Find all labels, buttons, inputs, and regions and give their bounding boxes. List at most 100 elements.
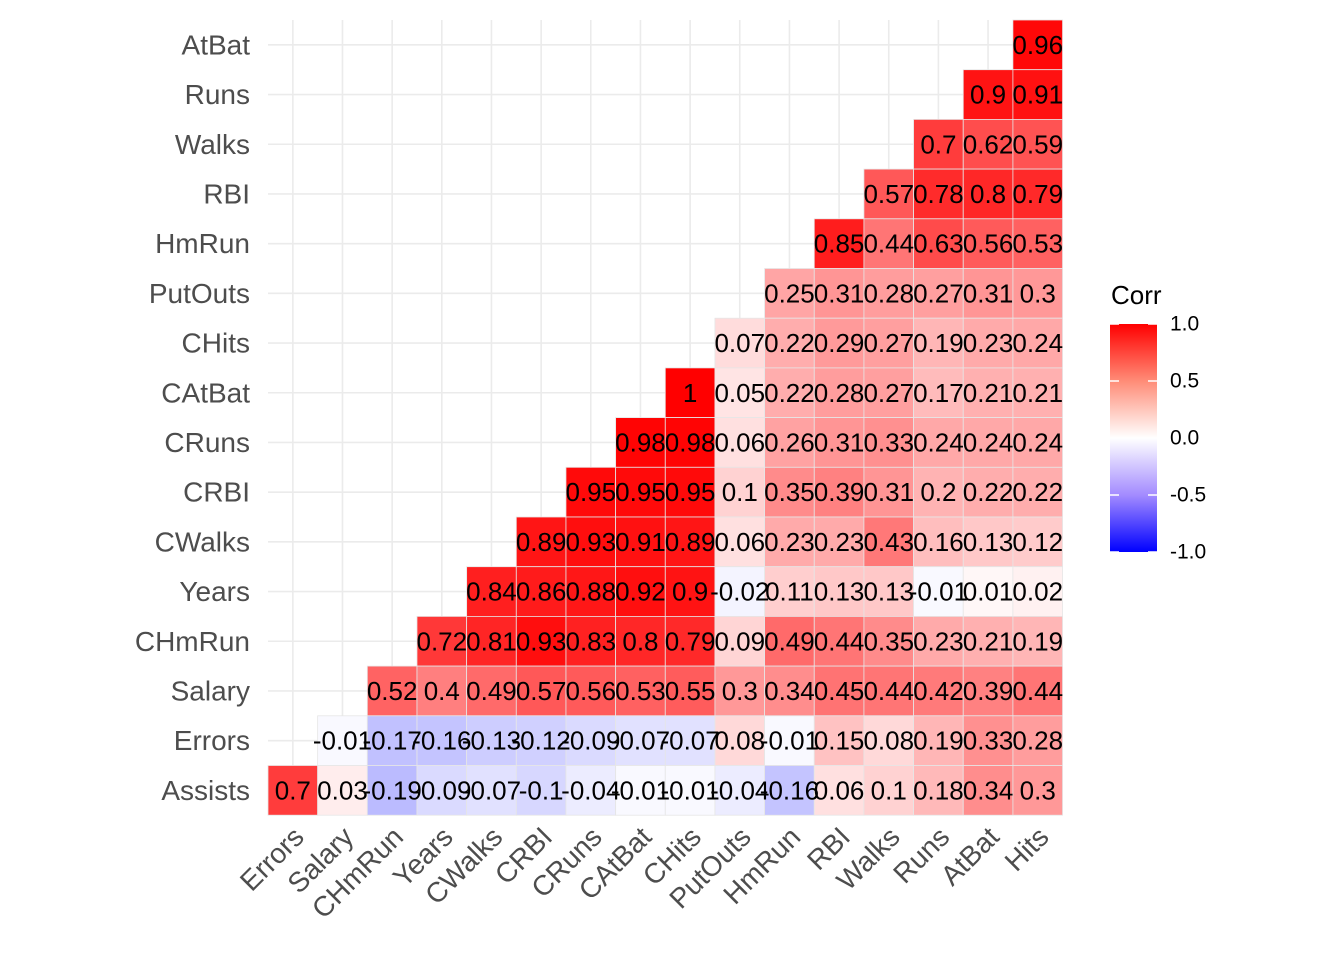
cell-value-label: 0.15 xyxy=(814,726,865,756)
heatmap-cell xyxy=(962,268,1014,319)
cell-value-label: 0.49 xyxy=(466,676,517,706)
heatmap-cell xyxy=(962,317,1014,369)
cell-value-label: 0.85 xyxy=(814,229,865,259)
cell-value-label: 0.24 xyxy=(963,427,1014,457)
y-axis-tick-label: Years xyxy=(179,576,250,607)
cell-value-label: 0.27 xyxy=(863,328,914,358)
cell-value-label: 0.35 xyxy=(863,626,914,656)
cell-value-label: 0.92 xyxy=(615,577,666,607)
cell-value-label: 0.24 xyxy=(1012,427,1063,457)
heatmap-cell xyxy=(913,417,964,468)
y-axis-tick-label: CHmRun xyxy=(135,626,250,657)
cell-value-label: 0.12 xyxy=(1012,527,1063,557)
cell-value-label: -0.01 xyxy=(909,577,968,607)
cell-value-label: 0.28 xyxy=(814,378,865,408)
cell-value-label: 0.05 xyxy=(714,378,765,408)
y-axis-tick-label: RBI xyxy=(203,178,250,209)
heatmap-cell xyxy=(813,367,865,418)
cell-value-label: -0.01 xyxy=(760,726,819,756)
heatmap-cell xyxy=(317,765,368,816)
cell-value-label: -0.09 xyxy=(412,775,471,805)
legend-tick-label: 1.0 xyxy=(1170,313,1199,336)
heatmap-cell xyxy=(913,168,964,220)
heatmap-cell xyxy=(1012,765,1063,816)
heatmap-cell xyxy=(863,566,914,617)
heatmap-cell xyxy=(615,715,666,766)
legend-tick-label: 0.0 xyxy=(1170,427,1199,450)
heatmap-cell xyxy=(615,516,666,568)
cell-value-label: 0.3 xyxy=(722,676,758,706)
cell-value-label: 0.24 xyxy=(1012,328,1063,358)
cell-value-label: 0.31 xyxy=(814,278,865,308)
cell-value-label: 0.91 xyxy=(1012,80,1063,110)
heatmap-cell xyxy=(813,665,865,717)
cell-value-label: 0.2 xyxy=(920,477,956,507)
heatmap-cell xyxy=(1012,566,1063,617)
legend: Corr 1.0 0.5 0.0 -0.5 -1.0 xyxy=(1110,280,1206,564)
heatmap-cell xyxy=(962,715,1014,766)
cell-value-label: 0.13 xyxy=(863,577,914,607)
cell-value-label: 0.23 xyxy=(913,626,964,656)
heatmap-cell xyxy=(1012,367,1063,418)
cell-value-label: 0.39 xyxy=(963,676,1014,706)
y-axis-tick-label: Walks xyxy=(175,129,250,160)
cell-value-label: 0.86 xyxy=(516,577,567,607)
cell-value-label: 0.53 xyxy=(1012,229,1063,259)
legend-title: Corr xyxy=(1111,280,1162,310)
cell-value-label: 0.95 xyxy=(665,477,716,507)
cell-value-label: 0.98 xyxy=(615,427,666,457)
cell-value-label: 0.7 xyxy=(275,775,311,805)
y-axis-tick-label: Runs xyxy=(185,79,250,110)
heatmap-cell xyxy=(714,765,766,816)
heatmap-cell xyxy=(962,417,1014,468)
y-axis-tick-label: CWalks xyxy=(155,526,250,557)
cell-value-label: 0.07 xyxy=(714,328,765,358)
y-axis-tick-label: Assists xyxy=(161,775,250,806)
cell-value-label: 0.18 xyxy=(913,775,964,805)
cell-value-label: 0.88 xyxy=(565,577,616,607)
legend-tick-label: 0.5 xyxy=(1170,370,1199,393)
heatmap-cell xyxy=(317,715,368,766)
cell-value-label: 0.91 xyxy=(615,527,666,557)
heatmap-cell xyxy=(515,566,567,617)
heatmap-cell xyxy=(962,616,1014,667)
heatmap-cell xyxy=(714,417,766,468)
cell-value-label: 0.56 xyxy=(565,676,616,706)
cell-value-label: 0.06 xyxy=(714,527,765,557)
cell-value-label: 0.9 xyxy=(672,577,708,607)
cell-value-label: 0.43 xyxy=(863,527,914,557)
heatmap-cell xyxy=(863,715,914,766)
cell-value-label: 0.19 xyxy=(913,726,964,756)
cell-value-label: -0.07 xyxy=(462,775,521,805)
cell-value-label: 0.93 xyxy=(516,626,567,656)
cell-value-label: 0.95 xyxy=(565,477,616,507)
cell-value-label: -0.04 xyxy=(710,775,769,805)
heatmap-cell xyxy=(565,665,617,717)
heatmap-cell xyxy=(1012,317,1063,369)
heatmap-cell xyxy=(664,566,716,617)
cell-value-label: 0.11 xyxy=(765,577,814,607)
heatmap-cell xyxy=(615,765,666,816)
cell-value-label: -0.01 xyxy=(611,775,670,805)
cell-value-label: 0.79 xyxy=(665,626,716,656)
cell-value-label: 0.63 xyxy=(913,229,964,259)
cell-value-label: 0.59 xyxy=(1012,129,1063,159)
heatmap-cell xyxy=(466,616,517,667)
cell-value-label: 0.33 xyxy=(963,726,1014,756)
heatmap-cell xyxy=(615,466,666,518)
cell-value-label: 0.09 xyxy=(714,626,765,656)
cell-value-label: 0.8 xyxy=(622,626,658,656)
cell-value-label: -0.07 xyxy=(611,726,670,756)
cell-value-label: -0.16 xyxy=(760,775,819,805)
heatmap-cell xyxy=(366,765,418,816)
heatmap-cell xyxy=(664,765,716,816)
cell-value-label: 0.44 xyxy=(1012,676,1063,706)
heatmap-cell xyxy=(565,466,617,518)
heatmap-cell xyxy=(813,466,865,518)
cell-value-label: 0.95 xyxy=(615,477,666,507)
heatmap-cell xyxy=(664,466,716,518)
heatmap-cell xyxy=(764,566,815,617)
cell-value-label: 0.23 xyxy=(963,328,1014,358)
heatmap-cell xyxy=(1012,516,1063,568)
